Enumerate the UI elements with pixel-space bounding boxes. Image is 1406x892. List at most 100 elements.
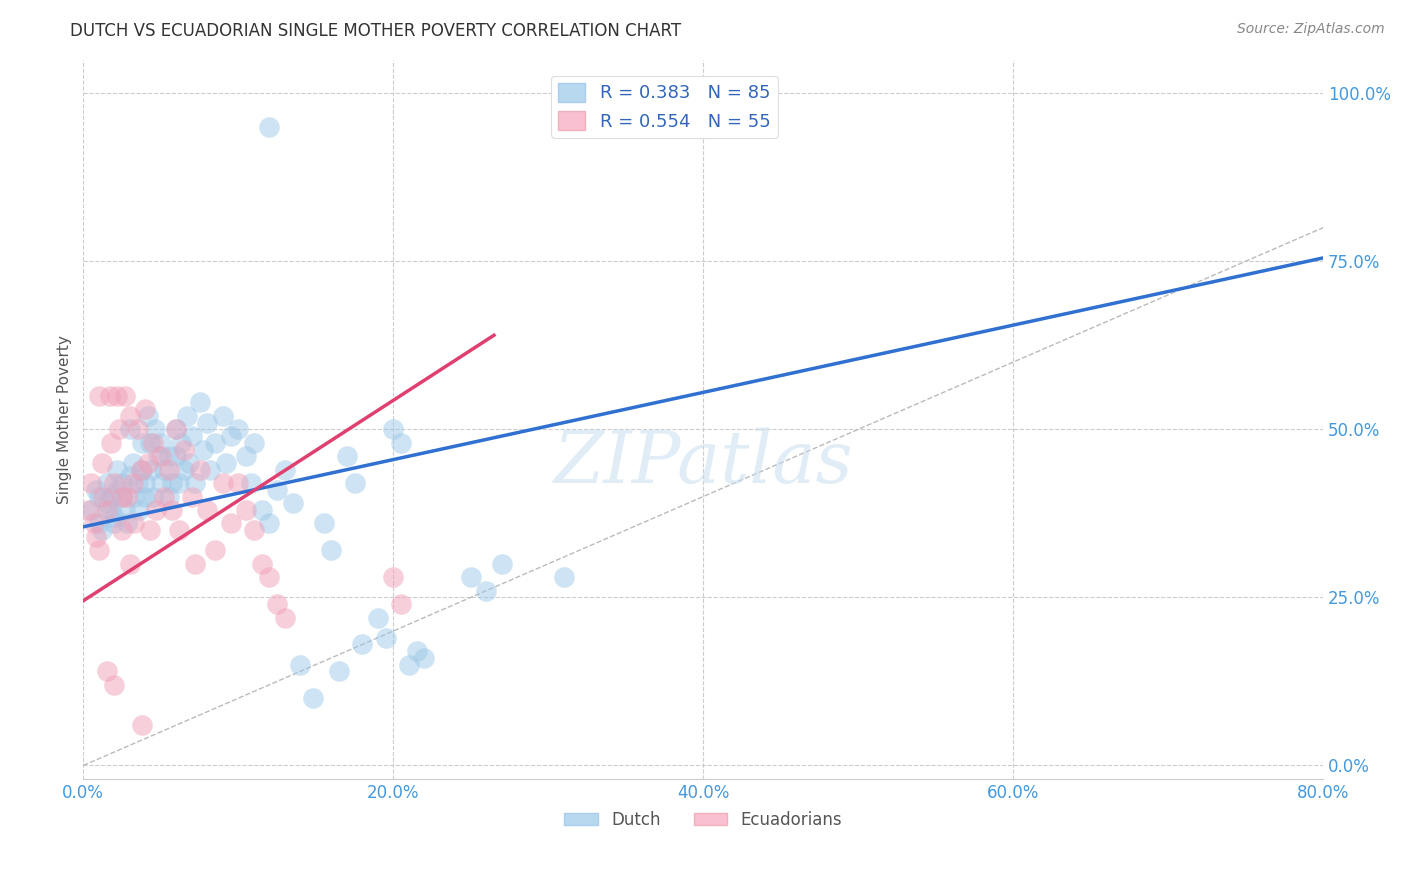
Point [195,503,218,517]
Point [242,523,264,537]
Point [131,435,153,450]
Point [142,490,165,504]
Point [259,570,281,584]
Point [139,435,162,450]
Point [195,416,218,430]
Point [169,523,191,537]
Point [343,476,366,491]
Point [98,389,121,403]
Point [103,509,125,524]
Point [96,476,118,491]
Point [118,557,141,571]
Point [100,503,122,517]
Point [398,657,420,672]
Point [173,463,195,477]
Point [184,557,207,571]
Point [157,463,180,477]
Point [122,476,145,491]
Point [87,389,110,403]
Point [141,463,163,477]
Point [111,490,134,504]
Point [250,503,273,517]
Point [134,476,156,491]
Point [266,597,288,611]
Point [84,483,107,497]
Point [153,463,176,477]
Point [100,435,122,450]
Point [204,543,226,558]
Point [83,516,105,531]
Point [188,463,211,477]
Point [139,523,162,537]
Point [122,456,145,470]
Point [204,435,226,450]
Point [211,476,233,491]
Point [226,476,249,491]
Point [367,610,389,624]
Point [290,657,312,672]
Point [211,409,233,423]
Point [80,503,103,517]
Point [131,463,153,477]
Point [219,429,242,443]
Point [301,691,323,706]
Point [84,530,107,544]
Point [242,435,264,450]
Point [157,449,180,463]
Point [215,456,238,470]
Point [352,637,374,651]
Point [259,516,281,531]
Y-axis label: Single Mother Poverty: Single Mother Poverty [58,334,72,504]
Point [165,422,187,436]
Point [90,456,112,470]
Point [118,409,141,423]
Point [259,120,281,134]
Point [114,503,136,517]
Point [93,490,115,504]
Point [103,516,125,531]
Point [239,476,262,491]
Point [146,449,169,463]
Point [103,476,125,491]
Point [184,476,207,491]
Point [80,476,103,491]
Point [143,422,166,436]
Legend: Dutch, Ecuadorians: Dutch, Ecuadorians [558,804,849,835]
Point [491,557,513,571]
Point [180,429,202,443]
Point [321,543,343,558]
Point [200,463,222,477]
Point [176,409,198,423]
Point [389,435,412,450]
Point [131,718,153,732]
Point [129,463,152,477]
Point [111,490,134,504]
Point [87,516,110,531]
Point [382,422,405,436]
Point [460,570,482,584]
Point [115,490,138,504]
Point [96,503,118,517]
Point [274,610,297,624]
Point [169,476,191,491]
Point [160,476,183,491]
Point [149,435,172,450]
Point [165,422,187,436]
Point [128,503,150,517]
Point [235,449,257,463]
Point [105,389,128,403]
Point [115,516,138,531]
Point [100,490,122,504]
Point [118,469,141,483]
Point [382,570,405,584]
Point [405,644,427,658]
Point [219,516,242,531]
Point [105,463,128,477]
Point [553,570,575,584]
Point [177,456,200,470]
Point [124,490,146,504]
Point [160,503,183,517]
Text: ZIPatlas: ZIPatlas [554,427,853,498]
Point [191,442,214,457]
Point [134,490,156,504]
